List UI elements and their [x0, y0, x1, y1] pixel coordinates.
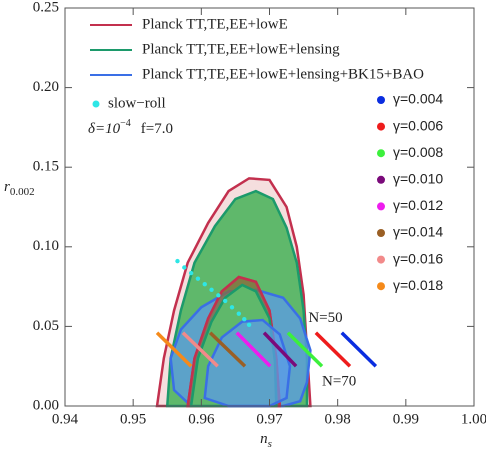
slow-roll-point — [242, 317, 247, 322]
gamma-line — [262, 331, 298, 368]
y-tick-label: 0.00 — [33, 397, 59, 413]
annotation-part: δ=10 — [88, 121, 121, 137]
legend-dot — [377, 149, 385, 158]
legend-label: γ=0.014 — [393, 224, 443, 240]
x-tick-label: 1.00 — [461, 411, 486, 427]
legend-label: Planck TT,TE,EE+lowE+lensing+BK15+BAO — [142, 66, 424, 82]
legend-dot — [377, 282, 385, 291]
legend-label: Planck TT,TE,EE+lowE+lensing — [142, 41, 340, 57]
legend-dot — [377, 96, 385, 104]
legend-label: Planck TT,TE,EE+lowE — [142, 16, 288, 32]
annotation: N=70 — [322, 374, 356, 390]
slow-roll-point — [216, 293, 221, 298]
x-label-main: n — [260, 431, 268, 447]
legend-dot — [92, 100, 100, 108]
y-label-main: r — [4, 179, 10, 195]
x-tick-label: 0.96 — [188, 411, 215, 427]
x-tick-label: 0.98 — [325, 411, 351, 427]
legend-label: γ=0.006 — [393, 117, 443, 133]
x-label-sub: s — [268, 438, 272, 450]
legend-label: γ=0.012 — [393, 197, 443, 213]
annotation: δ=10−4 f=7.0 — [88, 118, 173, 137]
slow-roll-point — [229, 305, 235, 310]
slow-roll-point — [188, 270, 194, 276]
y-label-sub: 0.002 — [10, 186, 35, 198]
annotation-part: −4 — [120, 118, 131, 129]
x-tick-label: 0.99 — [393, 411, 419, 427]
x-tick-label: 0.97 — [256, 411, 283, 427]
legend-dot — [377, 122, 385, 131]
gamma-line — [340, 331, 378, 368]
gamma-line — [286, 331, 324, 368]
x-tick-label: 0.94 — [52, 411, 79, 427]
gamma-line — [181, 331, 219, 368]
annotation: N=50 — [308, 310, 342, 326]
gamma-line — [314, 331, 352, 368]
slow-roll-point — [175, 258, 180, 264]
legend-dot — [377, 229, 385, 237]
y-tick-label: 0.05 — [33, 318, 59, 334]
y-tick-label: 0.15 — [33, 159, 59, 175]
slow-roll-point — [236, 311, 242, 316]
legend-label: γ=0.008 — [393, 144, 443, 160]
legend-label: γ=0.010 — [393, 171, 443, 187]
y-tick-label: 0.20 — [33, 79, 59, 95]
slow-roll-point — [246, 322, 252, 328]
y-tick-label: 0.25 — [33, 0, 59, 15]
y-tick-label: 0.10 — [33, 238, 59, 254]
x-axis-label: ns — [260, 431, 272, 449]
slow-roll-point — [182, 265, 187, 270]
gamma-line — [235, 331, 272, 368]
legend-label: γ=0.016 — [393, 250, 443, 266]
annotation-part: f=7.0 — [141, 121, 173, 137]
legend-dot — [377, 175, 385, 184]
legend-dot — [377, 255, 385, 264]
legend-dot — [377, 202, 385, 211]
slow-roll-point — [209, 287, 214, 292]
slow-roll-point — [195, 276, 201, 281]
gamma-line — [208, 331, 247, 368]
y-axis-label: r0.002 — [4, 179, 35, 197]
legend-label: γ=0.018 — [393, 277, 443, 293]
legend-label: γ=0.004 — [393, 91, 443, 107]
x-tick-label: 0.95 — [120, 411, 146, 427]
legend-label: slow−roll — [108, 95, 166, 111]
gamma-line — [155, 331, 193, 368]
slow-roll-point — [202, 282, 207, 287]
slow-roll-point — [222, 298, 228, 304]
